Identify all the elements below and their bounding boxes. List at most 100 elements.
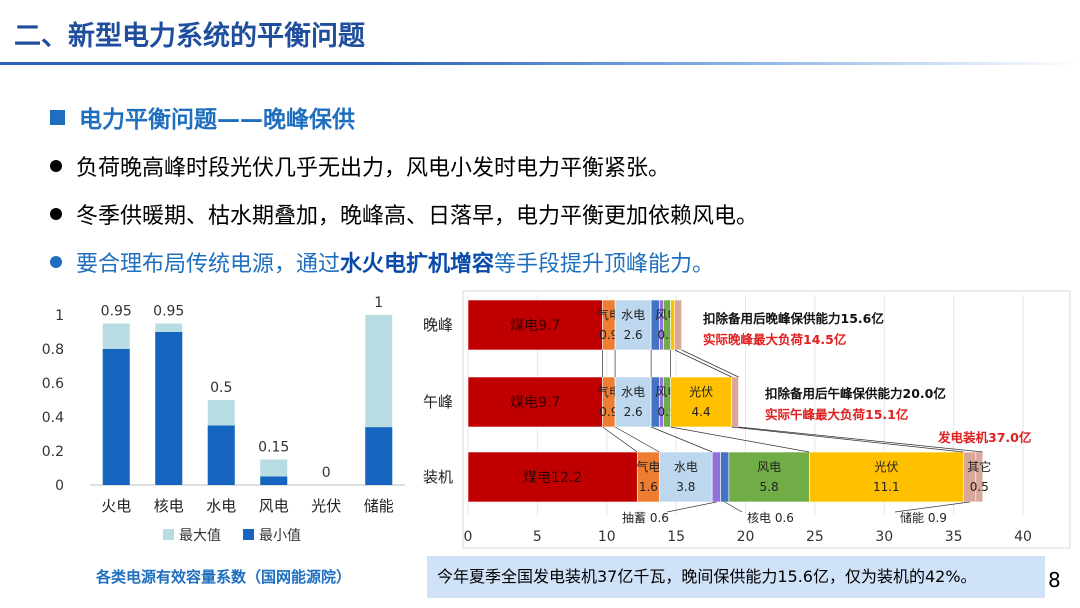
x-tick-label: 25 [806,529,824,545]
data-label: 1 [374,295,383,311]
title-underline [0,62,1080,65]
segment-value: 0.9 [599,405,618,419]
row-label: 晚峰 [423,316,453,334]
page-number: 8 [1048,568,1061,592]
x-tick-label: 光伏 [311,497,341,515]
y-tick-label: 1 [55,308,64,324]
bar-segment-wind [728,451,810,503]
x-tick-label: 储能 [364,497,394,515]
segment-label: 煤电9.7 [510,318,560,334]
bullet-item-1: 负荷晚高峰时段光伏几乎无出力，风电小发时电力平衡紧张。 [50,150,670,182]
bar-segment-other [975,451,984,503]
data-label: 0.5 [210,380,232,396]
x-tick-label: 风电 [259,497,289,515]
callout-line [894,501,970,513]
segment-value: 2.6 [624,405,643,419]
bar-min [365,427,393,485]
bar-segment-solar [670,299,676,351]
row-label: 午峰 [423,393,453,411]
connector-line [681,349,739,378]
segment-name: 气电 [636,459,660,474]
segment-value: 1.6 [639,480,658,494]
y-tick-label: 0.2 [42,444,64,460]
summary-note: 今年夏季全国发电装机37亿千瓦，晚间保供能力15.6亿，仅为装机的42%。 [427,556,1045,598]
x-tick-label: 水电 [206,497,236,515]
bullet-dot-icon [50,160,62,172]
callout-label: 核电 0.6 [747,511,794,525]
bar-min [260,476,288,485]
legend-label: 最大值 [179,528,221,544]
segment-name: 风电 [757,460,781,474]
bullet-text-3-emphasis: 水火电扩机增容 [340,252,495,277]
connector-line [738,426,983,453]
segment-name: 水电 [621,308,645,322]
callout-line [666,501,717,513]
bar-segment-nuclear [720,451,730,503]
bar-segment-solar [809,451,964,503]
segment-value: 11.1 [873,480,900,494]
x-tick-label: 30 [875,529,893,545]
segment-value: 3.8 [676,480,695,494]
callout-label: 储能 0.9 [900,510,947,525]
bar-segment-other [731,376,739,428]
bullet-text-3-pre: 要合理布局传统电源，通过 [76,252,341,277]
segment-value: 5.8 [760,480,779,494]
data-label: 0.15 [258,440,289,456]
x-tick-label: 35 [945,529,963,545]
connector-line [614,426,660,453]
segment-name: 水电 [621,385,645,399]
bullet-item-3: 要合理布局传统电源，通过 水火电扩机增容 等手段提升顶峰能力。 [50,246,714,278]
bar-segment-hydro [659,451,713,503]
x-tick-label: 核电 [154,497,184,515]
segment-name: 其它 [967,459,991,474]
legend-swatch-min [243,529,254,540]
bullet-item-2: 冬季供暖期、枯水期叠加，晚峰高、日落早，电力平衡更加依赖风电。 [50,198,758,230]
page-title: 二、新型电力系统的平衡问题 [14,21,365,52]
y-tick-label: 0.6 [42,376,64,392]
bullet-text-3-post: 等手段提升顶峰能力。 [494,252,715,277]
connector-line [602,426,638,453]
bullet-text-2: 冬季供暖期、枯水期叠加，晚峰高、日落早，电力平衡更加依赖风电。 [76,204,759,229]
bar-segment-coal [467,451,638,503]
bullet-text-1: 负荷晚高峰时段光伏几乎无出力，风电小发时电力平衡紧张。 [76,156,671,181]
legend-swatch-max [163,529,174,540]
bar-segment-other [674,299,682,351]
bar-segment-hydro [614,299,652,351]
section-heading-text: 电力平衡问题——晚峰保供 [79,107,355,133]
x-tick-label: 20 [737,529,755,545]
x-tick-label: 火电 [101,497,131,515]
bar-segment-hydro [614,376,652,428]
y-tick-label: 0.8 [42,342,64,358]
segment-value: 2.6 [624,328,643,342]
callout-line [724,501,743,513]
square-bullet-icon [50,109,65,125]
section-heading: 电力平衡问题——晚峰保供 [50,100,355,134]
bar-segment-coal [467,299,603,351]
bar-segment-pumped [711,451,721,503]
bar-segment-coal [467,376,603,428]
capacity-factor-chart: 0 0.2 0.4 0.6 0.8 1 0.95 火电 0.95 核电 0.5 水电 0.15 风电 0 光伏… [42,295,405,544]
noon-capacity-annotation: 扣除备用后午峰保供能力20.0亿 [765,386,946,401]
segment-value: 4.4 [692,405,711,419]
segment-label: 煤电9.7 [510,395,560,411]
segment-value: 0.5 [970,480,989,494]
connector-line [731,426,964,453]
noon-load-annotation: 实际午峰最大负荷15.1亿 [765,407,908,422]
segment-name: 水电 [674,460,698,474]
evening-capacity-annotation: 扣除备用后晚峰保供能力15.6亿 [703,311,884,326]
chart-caption: 各类电源有效容量系数（国网能源院） [96,568,352,586]
x-tick-label: 5 [533,529,542,545]
bar-min [207,425,235,485]
row-label: 装机 [423,468,453,486]
x-tick-label: 40 [1014,529,1032,545]
callout-label: 抽蓄 0.6 [622,511,669,525]
x-tick-label: 0 [464,529,473,545]
x-tick-label: 15 [667,529,685,545]
legend-label: 最小值 [259,528,301,544]
chart-frame [462,290,1071,549]
y-tick-label: 0.4 [42,410,64,426]
segment-label: 煤电12.2 [523,470,582,486]
segment-name: 光伏 [874,460,898,474]
installed-total-annotation: 发电装机37.0亿 [937,430,1031,445]
